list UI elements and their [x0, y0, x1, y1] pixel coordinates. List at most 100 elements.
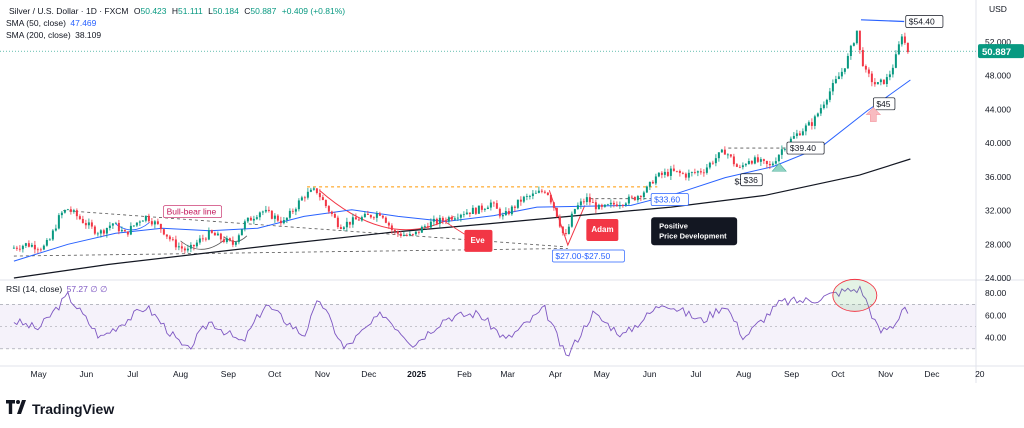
candle-body: [267, 209, 270, 211]
candle-body: [348, 221, 351, 225]
candle-body: [906, 42, 909, 53]
sma50-legend: SMA (50, close) 47.469: [6, 18, 96, 29]
label-3940-box: [786, 141, 825, 155]
candle-body: [879, 79, 882, 83]
candle-body: [183, 248, 186, 251]
candle-body: [609, 202, 612, 205]
adam-curve: [548, 190, 586, 247]
candle-body: [30, 244, 33, 247]
candle-body: [153, 221, 156, 225]
candle-body: [192, 244, 195, 247]
tradingview-logo[interactable]: TradingView: [6, 400, 114, 417]
candle-body: [849, 45, 852, 57]
x-tick-label: Apr: [549, 369, 562, 379]
up-arrow-pink-icon: [865, 107, 882, 122]
y-tick-label: 44.000: [985, 104, 1011, 114]
y-tick-label: 52.000: [985, 37, 1011, 47]
candle-body: [453, 218, 456, 220]
sma200-line: [13, 158, 911, 279]
candle-body: [36, 249, 39, 251]
tradingview-logo-icon: [6, 400, 28, 417]
candle-body: [534, 192, 537, 194]
candle-body: [801, 131, 804, 136]
candle-body: [558, 216, 561, 227]
candle-body: [891, 67, 894, 75]
candle-body: [12, 247, 15, 249]
sma200-legend: SMA (200, close) 38.109: [6, 30, 101, 41]
candle-body: [723, 149, 726, 155]
candle-body: [270, 210, 273, 219]
candle-body: [279, 220, 282, 224]
candle-body: [318, 192, 321, 198]
candle-body: [654, 176, 657, 184]
candle-body: [126, 231, 129, 235]
x-tick-label: Nov: [878, 369, 894, 379]
candle-body: [297, 200, 300, 210]
candle-body: [294, 209, 297, 212]
candle-body: [420, 226, 423, 233]
rsi-tick-label: 40.00: [985, 333, 1007, 343]
candle-body: [399, 233, 402, 236]
candle-body: [312, 188, 315, 190]
candle-body: [234, 242, 237, 245]
candle-body: [252, 218, 255, 221]
sma50-label: SMA (50, close): [6, 18, 66, 28]
candle-body: [444, 220, 447, 222]
y-tick-label: 24.000: [985, 273, 1011, 283]
x-tick-label: Oct: [831, 369, 845, 379]
candle-body: [564, 233, 567, 234]
candle-body: [780, 149, 783, 155]
candle-body: [639, 196, 642, 198]
low-range-label: $27.00-$27.50: [555, 251, 610, 261]
candle-body: [696, 171, 699, 173]
x-tick-label: 20: [975, 369, 985, 379]
arc-2: [180, 238, 226, 250]
candle-body: [345, 221, 348, 228]
candle-body: [330, 211, 333, 214]
candle-body: [438, 217, 441, 224]
x-tick-label: Mar: [500, 369, 515, 379]
candle-body: [855, 30, 858, 44]
candle-body: [300, 197, 303, 201]
label-36: $36: [744, 175, 758, 185]
x-tick-label: May: [594, 369, 611, 379]
rsi-label: RSI (14, close): [6, 284, 63, 294]
candle-body: [339, 227, 342, 229]
candle-body: [765, 160, 768, 165]
candle-body: [486, 207, 489, 210]
candle-body: [618, 204, 621, 207]
candle-body: [858, 30, 861, 50]
candle-body: [732, 156, 735, 165]
candle-body: [144, 215, 147, 221]
candle-body: [81, 218, 84, 224]
close-value: 50.887: [250, 6, 277, 16]
candle-body: [72, 210, 75, 212]
candle-body: [78, 216, 81, 219]
up-arrow-icon: [771, 162, 787, 172]
candle-body: [204, 238, 207, 240]
candle-body: [690, 172, 693, 173]
candle-body: [738, 166, 741, 168]
candle-body: [663, 171, 666, 175]
currency-label[interactable]: USD: [989, 4, 1007, 14]
candle-body: [384, 217, 387, 223]
candle-body: [702, 172, 705, 174]
candle-body: [774, 161, 777, 164]
candle-body: [744, 164, 747, 166]
x-tick-label: Jul: [127, 369, 138, 379]
candle-body: [459, 214, 462, 218]
x-tick-label: Dec: [361, 369, 377, 379]
candle-body: [882, 79, 885, 85]
adam-callout: [586, 218, 619, 241]
x-tick-label: Nov: [315, 369, 331, 379]
candle-body: [819, 108, 822, 114]
candle-body: [159, 223, 162, 230]
candle-body: [114, 222, 117, 224]
candle-body: [645, 186, 648, 193]
last-price-label: 50.887: [982, 47, 1011, 58]
candle-body: [261, 211, 264, 213]
candle-body: [108, 225, 111, 228]
candle-body: [666, 171, 669, 176]
candle-body: [789, 138, 792, 145]
candle-body: [45, 240, 48, 246]
